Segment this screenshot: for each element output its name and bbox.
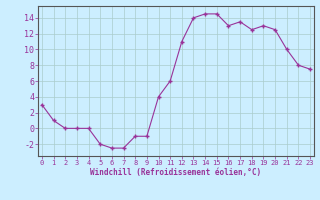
- X-axis label: Windchill (Refroidissement éolien,°C): Windchill (Refroidissement éolien,°C): [91, 168, 261, 177]
